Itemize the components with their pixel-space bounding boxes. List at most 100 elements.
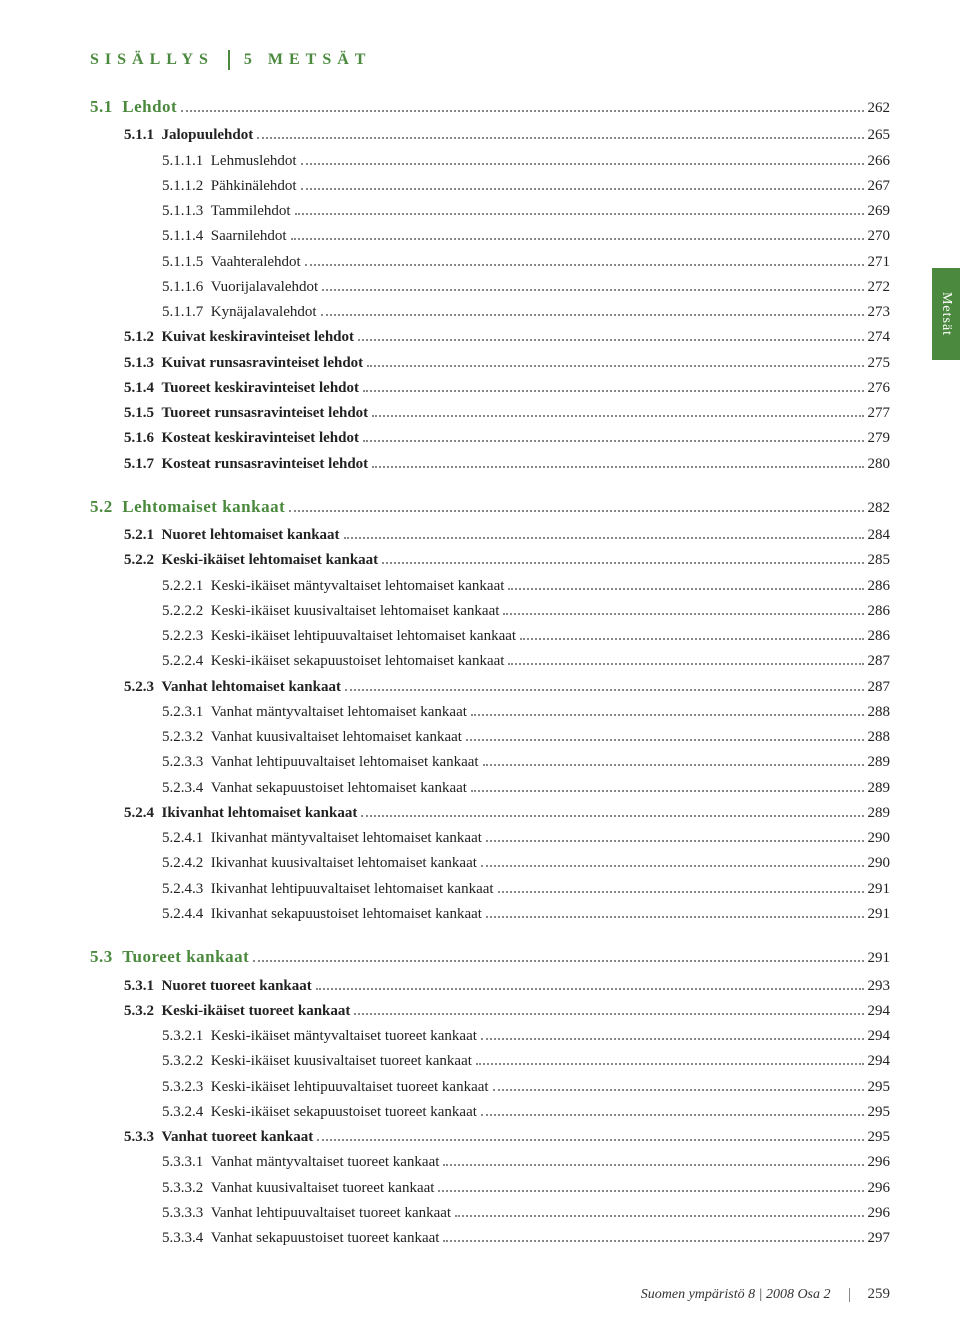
toc-label: Lehmuslehdot bbox=[211, 150, 297, 173]
toc-leader-dots bbox=[253, 960, 863, 962]
toc-label: Keski-ikäiset lehtomaiset kankaat bbox=[162, 549, 379, 572]
toc-number: 5.3.1 bbox=[124, 975, 162, 998]
toc-number: 5.2.3.2 bbox=[162, 726, 211, 749]
toc-label: Kynäjalavalehdot bbox=[211, 301, 317, 324]
toc-page: 287 bbox=[868, 650, 891, 673]
toc-row: 5.1.1.3 Tammilehdot269 bbox=[90, 200, 890, 223]
toc-number: 5.1.1.3 bbox=[162, 200, 211, 223]
toc-number: 5.2.4 bbox=[124, 802, 162, 825]
toc-leader-dots bbox=[317, 1139, 863, 1141]
toc-page: 286 bbox=[868, 575, 891, 598]
toc-leader-dots bbox=[321, 314, 864, 316]
toc-row: 5.3.2.3 Keski-ikäiset lehtipuuvaltaiset … bbox=[90, 1076, 890, 1099]
toc-label: Nuoret lehtomaiset kankaat bbox=[162, 524, 340, 547]
toc-number: 5.2.2.2 bbox=[162, 600, 211, 623]
toc-row: 5.2.3.1 Vanhat mäntyvaltaiset lehtomaise… bbox=[90, 701, 890, 724]
toc-page: 288 bbox=[868, 701, 891, 724]
toc-page: 289 bbox=[868, 777, 891, 800]
toc-number: 5.3 bbox=[90, 944, 122, 970]
toc-leader-dots bbox=[181, 110, 863, 112]
toc-number: 5.3.3.4 bbox=[162, 1227, 211, 1250]
toc-leader-dots bbox=[486, 916, 864, 918]
toc-label: Keski-ikäiset tuoreet kankaat bbox=[162, 1000, 351, 1023]
header-contents-label: SISÄLLYS bbox=[90, 51, 214, 69]
toc-label: Vanhat mäntyvaltaiset tuoreet kankaat bbox=[211, 1151, 440, 1174]
toc-page: 290 bbox=[868, 852, 891, 875]
toc-page: 285 bbox=[868, 549, 891, 572]
toc-label: Keski-ikäiset kuusivaltaiset lehtomaiset… bbox=[211, 600, 500, 623]
toc-number: 5.3.2.1 bbox=[162, 1025, 211, 1048]
toc-number: 5.3.2.3 bbox=[162, 1076, 211, 1099]
toc-row: 5.3.2.1 Keski-ikäiset mäntyvaltaiset tuo… bbox=[90, 1025, 890, 1048]
toc-row: 5.1.3 Kuivat runsasravinteiset lehdot275 bbox=[90, 352, 890, 375]
toc-number: 5.2.2 bbox=[124, 549, 162, 572]
toc-page: 291 bbox=[868, 903, 891, 926]
toc-leader-dots bbox=[301, 188, 864, 190]
toc-number: 5.1.1.1 bbox=[162, 150, 211, 173]
toc-row: 5.3.2.2 Keski-ikäiset kuusivaltaiset tuo… bbox=[90, 1050, 890, 1073]
toc-label: Vanhat mäntyvaltaiset lehtomaiset kankaa… bbox=[211, 701, 467, 724]
toc-row: 5.2.4 Ikivanhat lehtomaiset kankaat 289 bbox=[90, 802, 890, 825]
toc-page: 276 bbox=[868, 377, 891, 400]
side-tab-label: Metsät bbox=[938, 292, 954, 336]
toc-number: 5.1.2 bbox=[124, 326, 162, 349]
toc-label: Ikivanhat lehtomaiset kankaat bbox=[162, 802, 358, 825]
toc-number: 5.1.1 bbox=[124, 124, 162, 147]
toc-label: Vaahteralehdot bbox=[211, 251, 301, 274]
toc-page: 287 bbox=[868, 676, 891, 699]
toc-number: 5.3.2.4 bbox=[162, 1101, 211, 1124]
toc-row: 5.1.1.6 Vuorijalavalehdot272 bbox=[90, 276, 890, 299]
toc-leader-dots bbox=[361, 815, 863, 817]
toc-number: 5.1.1.5 bbox=[162, 251, 211, 274]
toc-label: Jalopuulehdot bbox=[162, 124, 254, 147]
toc-row: 5.2.2.2 Keski-ikäiset kuusivaltaiset leh… bbox=[90, 600, 890, 623]
toc-label: Keski-ikäiset lehtipuuvaltaiset lehtomai… bbox=[211, 625, 516, 648]
toc-number: 5.1.1.7 bbox=[162, 301, 211, 324]
toc-leader-dots bbox=[363, 440, 864, 442]
toc-page: 280 bbox=[868, 453, 891, 476]
toc-row: 5.3.2.4 Keski-ikäiset sekapuustoiset tuo… bbox=[90, 1101, 890, 1124]
toc-leader-dots bbox=[289, 510, 863, 512]
toc-label: Tammilehdot bbox=[211, 200, 291, 223]
toc-leader-dots bbox=[316, 988, 864, 990]
toc-leader-dots bbox=[354, 1013, 863, 1015]
toc-leader-dots bbox=[503, 613, 863, 615]
toc-row: 5.3.3.4 Vanhat sekapuustoiset tuoreet ka… bbox=[90, 1227, 890, 1250]
toc-row: 5.1.1.7 Kynäjalavalehdot273 bbox=[90, 301, 890, 324]
toc-leader-dots bbox=[372, 415, 863, 417]
page-container: SISÄLLYS 5 METSÄT 5.1 Lehdot2625.1.1 Jal… bbox=[0, 0, 960, 1333]
toc-label: Tuoreet kankaat bbox=[122, 944, 249, 970]
toc-page: 262 bbox=[868, 97, 891, 120]
toc-label: Keski-ikäiset kuusivaltaiset tuoreet kan… bbox=[211, 1050, 472, 1073]
toc-row: 5.1.1 Jalopuulehdot265 bbox=[90, 124, 890, 147]
toc-row: 5.1.4 Tuoreet keskiravinteiset lehdot276 bbox=[90, 377, 890, 400]
toc-leader-dots bbox=[367, 365, 863, 367]
toc-leader-dots bbox=[493, 1089, 864, 1091]
toc-number: 5.1.5 bbox=[124, 402, 162, 425]
toc-leader-dots bbox=[508, 588, 863, 590]
toc-row: 5.3.3 Vanhat tuoreet kankaat295 bbox=[90, 1126, 890, 1149]
toc-leader-dots bbox=[305, 264, 864, 266]
toc-leader-dots bbox=[483, 764, 864, 766]
toc-label: Vuorijalavalehdot bbox=[211, 276, 318, 299]
toc-page: 290 bbox=[868, 827, 891, 850]
toc-label: Keski-ikäiset lehtipuuvaltaiset tuoreet … bbox=[211, 1076, 489, 1099]
toc-page: 272 bbox=[868, 276, 891, 299]
side-tab: Metsät bbox=[932, 268, 960, 360]
toc-label: Keski-ikäiset mäntyvaltaiset tuoreet kan… bbox=[211, 1025, 477, 1048]
toc-row: 5.2.4.4 Ikivanhat sekapuustoiset lehtoma… bbox=[90, 903, 890, 926]
toc-row: 5.2.2.4 Keski-ikäiset sekapuustoiset leh… bbox=[90, 650, 890, 673]
toc-page: 296 bbox=[868, 1202, 891, 1225]
toc-leader-dots bbox=[498, 891, 864, 893]
toc-page: 291 bbox=[868, 947, 891, 970]
toc-row: 5.2.1 Nuoret lehtomaiset kankaat284 bbox=[90, 524, 890, 547]
toc-page: 288 bbox=[868, 726, 891, 749]
toc-number: 5.2.4.2 bbox=[162, 852, 211, 875]
toc-number: 5.2.1 bbox=[124, 524, 162, 547]
toc-page: 289 bbox=[868, 802, 891, 825]
toc-row: 5.1.6 Kosteat keskiravinteiset lehdot279 bbox=[90, 427, 890, 450]
toc-page: 294 bbox=[868, 1050, 891, 1073]
toc-row: 5.2.4.3 Ikivanhat lehtipuuvaltaiset leht… bbox=[90, 878, 890, 901]
toc-row: 5.2.2.3 Keski-ikäiset lehtipuuvaltaiset … bbox=[90, 625, 890, 648]
toc-row: 5.2.3.4 Vanhat sekapuustoiset lehtomaise… bbox=[90, 777, 890, 800]
